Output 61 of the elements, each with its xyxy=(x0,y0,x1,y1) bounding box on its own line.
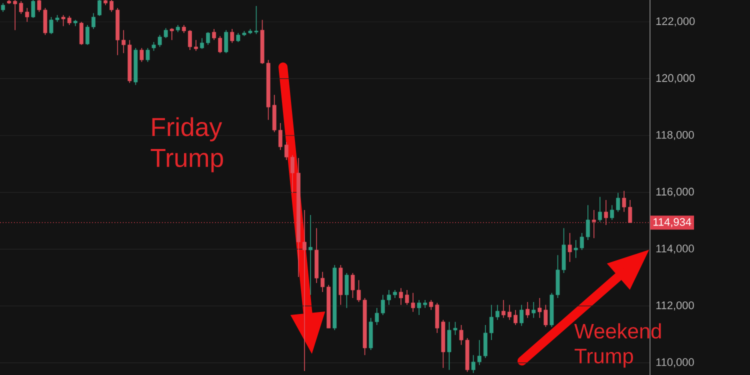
candlestick xyxy=(230,28,234,44)
candlestick xyxy=(146,48,150,62)
y-tick-label: 114,000 xyxy=(656,244,694,254)
candlestick xyxy=(284,142,288,160)
candlestick xyxy=(31,0,36,18)
candlestick xyxy=(532,302,536,318)
candlestick xyxy=(417,300,422,316)
candlestick xyxy=(218,36,222,54)
candlestick xyxy=(604,200,608,226)
candlestick xyxy=(98,0,102,16)
candlestick xyxy=(122,30,126,54)
candlestick xyxy=(79,21,84,46)
candlestick xyxy=(194,40,198,52)
candlestick xyxy=(380,294,385,316)
candlestick xyxy=(520,304,524,326)
candlestick xyxy=(200,38,204,50)
candlestick xyxy=(320,271,325,292)
candlestick xyxy=(224,30,228,54)
ref-line-label: 114,934 xyxy=(654,218,692,228)
candlestick xyxy=(568,232,572,262)
candlestick xyxy=(586,204,590,240)
candlestick xyxy=(616,192,620,212)
candlestick xyxy=(85,24,90,46)
y-tick-label: 118,000 xyxy=(656,130,694,140)
candlestick xyxy=(212,28,216,40)
candlestick xyxy=(405,290,409,306)
candlestick xyxy=(344,272,349,308)
candlestick xyxy=(411,292,416,312)
candlestick xyxy=(188,30,192,50)
candlestick xyxy=(386,290,391,306)
candlestick xyxy=(206,32,210,46)
candlestick xyxy=(110,0,114,12)
candlestick xyxy=(13,0,18,31)
candlestick xyxy=(598,196,602,222)
candlestick xyxy=(489,304,494,340)
candlestick xyxy=(19,0,24,14)
candlestick xyxy=(25,8,30,22)
candlestick xyxy=(592,210,596,238)
candlestick xyxy=(496,304,500,320)
y-tick-label: 122,000 xyxy=(656,17,695,26)
candlestick xyxy=(610,204,614,220)
candlestick xyxy=(92,12,96,30)
candlestick xyxy=(502,300,506,318)
candlestick xyxy=(483,324,488,358)
candlestick xyxy=(170,28,174,40)
candlestick xyxy=(514,310,518,326)
candlestick xyxy=(508,304,512,320)
y-tick-label: 120,000 xyxy=(656,74,695,84)
candlestick xyxy=(399,288,403,306)
y-tick-label: 112,000 xyxy=(656,301,694,310)
candlestick xyxy=(308,214,312,296)
candlestick xyxy=(622,190,626,212)
candlestick xyxy=(302,210,306,372)
candlestick xyxy=(290,154,294,194)
y-tick-label: 116,000 xyxy=(656,188,694,197)
candlestick xyxy=(628,200,632,224)
y-tick-label: 110,000 xyxy=(656,358,694,368)
annotation: Friday Trump xyxy=(150,117,223,172)
candlestick xyxy=(278,122,282,150)
candlestick xyxy=(140,48,144,62)
candlestick xyxy=(526,302,530,318)
